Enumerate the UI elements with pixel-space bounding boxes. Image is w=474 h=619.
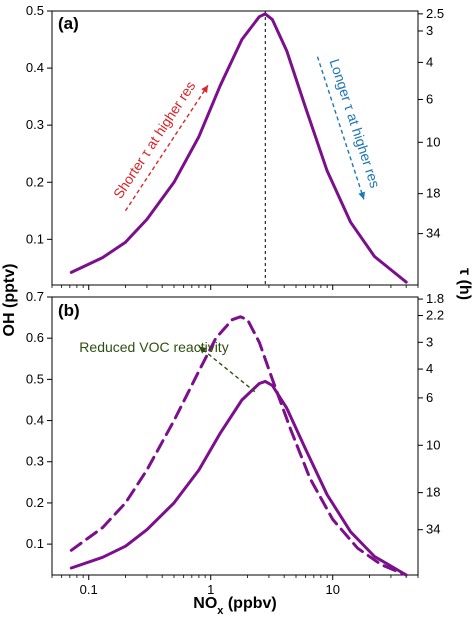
tau-tick-label-b-2: 3 — [426, 334, 433, 349]
y-tick-label-a-0: 0.1 — [26, 231, 44, 246]
x-tick-label-2: 10 — [325, 582, 339, 597]
annotation-arrowhead-b-0 — [198, 346, 207, 354]
series-line-b-dashed — [69, 315, 408, 577]
tau-tick-label-a-0: 2.5 — [426, 6, 444, 21]
x-axis-label-main: NO — [193, 595, 217, 612]
panel-label-a: (a) — [58, 14, 79, 33]
y-tick-label-b-5: 0.6 — [26, 330, 44, 345]
tau-tick-label-a-2: 4 — [426, 54, 433, 69]
panel-b: 0.10.20.30.40.50.60.70.1 1 101.82.23461018… — [26, 289, 444, 597]
y-tick-label-a-4: 0.5 — [26, 3, 44, 18]
y-tick-label-b-2: 0.3 — [26, 454, 44, 469]
annotation-arrowhead-a-0 — [201, 85, 209, 93]
tau-tick-label-b-5: 10 — [426, 437, 440, 452]
x-axis-label-sub: x — [217, 605, 224, 617]
x-tick-label-1: 1 — [207, 582, 214, 597]
axes-frame-b — [51, 296, 419, 576]
tau-tick-label-a-5: 18 — [426, 186, 440, 201]
tau-tick-label-b-3: 4 — [426, 361, 433, 376]
annotation-arrow-b-0 — [198, 345, 256, 393]
annotation-arrowhead-a-1 — [358, 191, 366, 200]
annotation-text-a-0: Shorter τ at higher res — [110, 78, 199, 201]
y-tick-label-a-3: 0.4 — [26, 60, 44, 75]
tau-tick-label-a-6: 34 — [426, 226, 440, 241]
series-line-b-solid — [69, 379, 408, 577]
tau-tick-label-a-1: 3 — [426, 23, 433, 38]
series-line-a-solid — [69, 12, 408, 284]
tau-tick-label-b-0: 1.8 — [426, 291, 444, 306]
right-axis-label: τ (h) — [456, 268, 473, 300]
y-tick-label-b-6: 0.7 — [26, 289, 44, 304]
tau-tick-label-b-7: 34 — [426, 522, 440, 537]
x-tick-label-0: 0.1 — [80, 582, 98, 597]
tau-tick-label-a-3: 6 — [426, 91, 433, 106]
y-tick-label-b-3: 0.4 — [26, 413, 44, 428]
x-axis-label-unit: (ppbv) — [223, 595, 276, 612]
y-tick-label-a-2: 0.3 — [26, 117, 44, 132]
tau-tick-label-b-6: 18 — [426, 485, 440, 500]
panel-label-b: (b) — [58, 301, 80, 320]
tau-tick-label-b-1: 2.2 — [426, 308, 444, 323]
annotation-text-b-0: Reduced VOC reactivity — [79, 339, 228, 355]
tau-tick-label-a-4: 10 — [426, 134, 440, 149]
y-tick-label-b-1: 0.2 — [26, 495, 44, 510]
y-tick-label-b-4: 0.5 — [26, 371, 44, 386]
axes-frame-a — [51, 10, 419, 286]
x-axis-label: NOx (ppbv) — [193, 595, 276, 617]
y-tick-label-a-1: 0.2 — [26, 174, 44, 189]
tau-tick-label-b-4: 6 — [426, 390, 433, 405]
y-tick-label-b-0: 0.1 — [26, 536, 44, 551]
y-axis-label: OH (pptv) — [1, 264, 18, 337]
